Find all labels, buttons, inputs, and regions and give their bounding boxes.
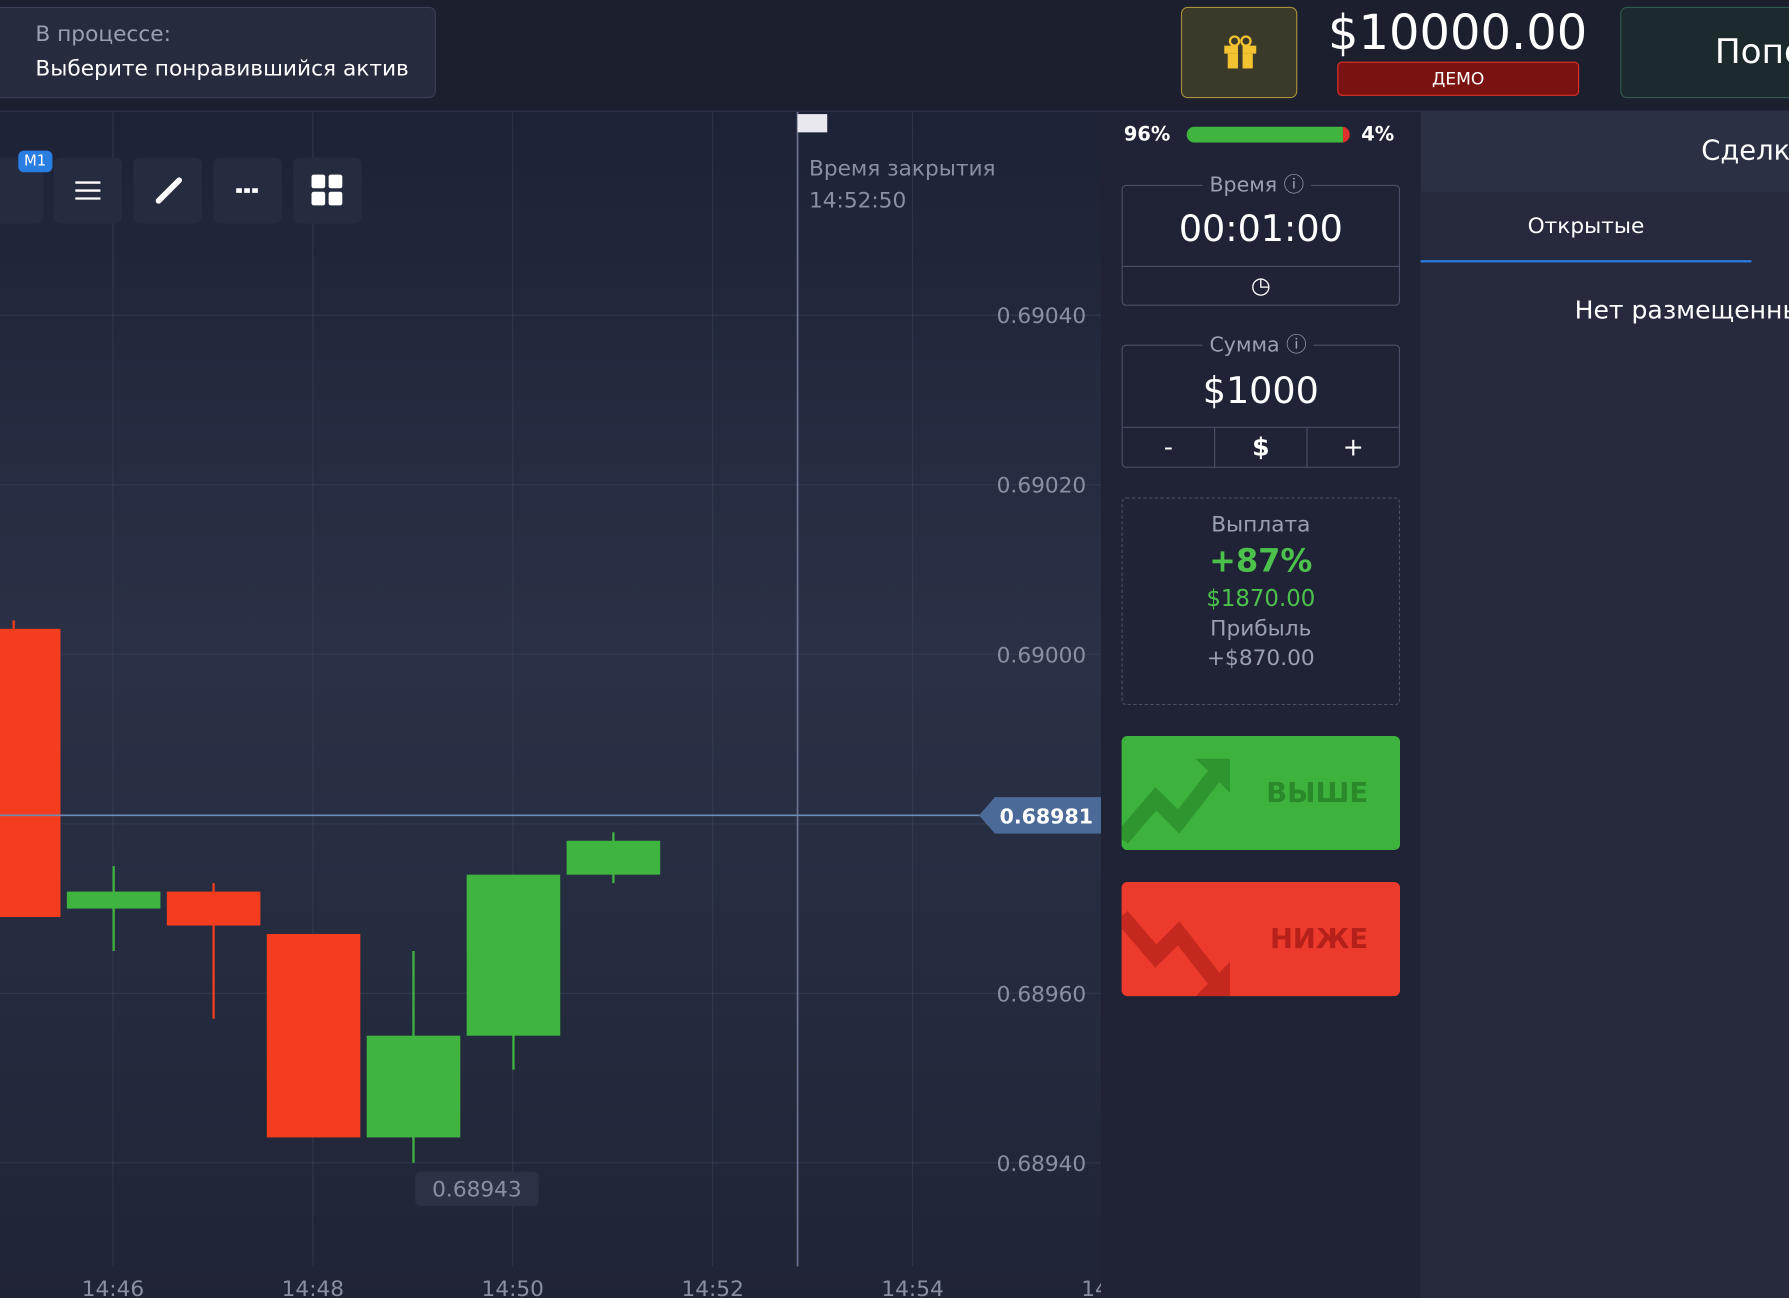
candle-body <box>266 933 361 1138</box>
icon <box>155 177 182 204</box>
balance: $10000.00 <box>1328 4 1588 61</box>
account-type[interactable]: ДЕМО <box>1337 61 1580 96</box>
candle-body <box>166 891 261 926</box>
up-icon <box>1121 758 1230 844</box>
amount-box[interactable]: $1000 - $ + <box>1121 344 1401 468</box>
closing-flag <box>797 114 828 133</box>
payout-percent: +87% <box>1209 541 1313 580</box>
time-label-text: Время <box>1209 173 1278 198</box>
trades-header: Сделки <box>1420 111 1789 192</box>
currency-button[interactable]: $ <box>1215 427 1308 468</box>
icon <box>75 181 101 200</box>
y-tick-label: 0.69000 <box>997 643 1087 668</box>
timeframe-badge: M1 <box>18 150 52 173</box>
lower-button[interactable]: НИЖЕ <box>1121 881 1401 997</box>
lower-text: НИЖЕ <box>1269 923 1369 956</box>
deposit-text: Пополнить <box>1714 31 1789 72</box>
trades-title: Сделки <box>1701 134 1789 167</box>
higher-button[interactable]: ВЫШЕ <box>1121 735 1401 851</box>
time-box[interactable]: 00:01:00 ◷ <box>1121 184 1401 306</box>
current-price-label: 0.68981 <box>1000 804 1093 828</box>
chart-svg: 0.690400.690200.690000.689800.689600.689… <box>0 111 1102 1298</box>
line-button[interactable] <box>213 157 282 224</box>
payout-box: Выплата +87% $1870.00 Прибыль +$870.00 <box>1121 497 1401 706</box>
x-tick-label: 14:46 <box>82 1277 144 1298</box>
sentiment-segment <box>1343 126 1350 143</box>
chart-area: 0.690400.690200.690000.689800.689600.689… <box>0 111 1102 1298</box>
sentiment-bar <box>1186 126 1350 143</box>
time-label: Время ⓘ <box>1202 168 1312 199</box>
y-tick-label: 0.68960 <box>997 982 1087 1007</box>
closing-time: 14:52:50 <box>809 189 906 214</box>
higher-text: ВЫШЕ <box>1266 777 1369 809</box>
payout-amount: $1870.00 <box>1206 584 1316 612</box>
top-bar: В процессе: Выберите понравившийся актив… <box>0 0 1789 112</box>
down-icon <box>1121 911 1230 997</box>
drawing-button[interactable] <box>133 157 202 224</box>
y-tick-label: 0.68940 <box>997 1152 1087 1177</box>
sentiment-up: 96% <box>1123 123 1171 147</box>
current-price-tag <box>978 797 1102 834</box>
minus-button[interactable]: - <box>1123 427 1216 468</box>
amount-controls: - $ + <box>1122 426 1399 468</box>
x-tick-label: 14:50 <box>482 1277 544 1298</box>
plus-button[interactable]: + <box>1342 433 1364 463</box>
x-tick-label: 14:56 <box>1081 1277 1101 1298</box>
gift-button[interactable] <box>1180 6 1298 99</box>
closing-label: Время закрытия <box>809 157 996 182</box>
progress-task: Выберите понравившийся актив <box>35 55 409 82</box>
candle-body <box>566 840 661 875</box>
gift-icon <box>1224 35 1257 69</box>
clock-icon[interactable]: ◷ <box>1122 265 1399 305</box>
amount-label-text: Сумма <box>1209 333 1280 358</box>
trades-panel: Сделки Открытые Нет размещенных сделок <box>1420 111 1789 1298</box>
candle-body <box>0 628 61 918</box>
x-tick-label: 14:52 <box>681 1277 743 1298</box>
sentiment-segment <box>1186 126 1344 143</box>
icon <box>311 174 343 206</box>
y-tick-label: 0.69040 <box>997 304 1087 329</box>
profit-value: +$870.00 <box>1206 645 1315 671</box>
payout-label: Выплата <box>1211 512 1311 538</box>
x-tick-label: 14:48 <box>282 1277 344 1298</box>
tab-open[interactable]: Открытые <box>1420 192 1752 263</box>
layout-button[interactable] <box>293 157 362 224</box>
candle-body <box>466 874 561 1036</box>
icon <box>236 188 260 193</box>
profit-label: Прибыль <box>1210 616 1312 642</box>
chart-type-button[interactable]: M1 <box>0 150 52 224</box>
indicators-button[interactable] <box>53 157 123 224</box>
sentiment-down: 4% <box>1361 123 1395 147</box>
time-value: 00:01:00 <box>1178 206 1343 250</box>
amount-value: $1000 <box>1202 368 1319 412</box>
progress-card[interactable]: В процессе: Выберите понравившийся актив <box>0 6 436 99</box>
candle-body <box>66 891 161 909</box>
deposit-button[interactable]: Пополнить <box>1620 6 1789 99</box>
min-price-tag <box>415 1171 539 1206</box>
candle-body <box>366 1035 461 1138</box>
y-tick-label: 0.69020 <box>997 474 1087 499</box>
progress-label: В процессе: <box>35 21 171 47</box>
min-price-label: 0.68943 <box>432 1178 522 1203</box>
empty-message: Нет размещенных сделок <box>1574 296 1789 326</box>
amount-label: Сумма ⓘ <box>1202 328 1314 359</box>
x-tick-label: 14:54 <box>881 1277 943 1298</box>
